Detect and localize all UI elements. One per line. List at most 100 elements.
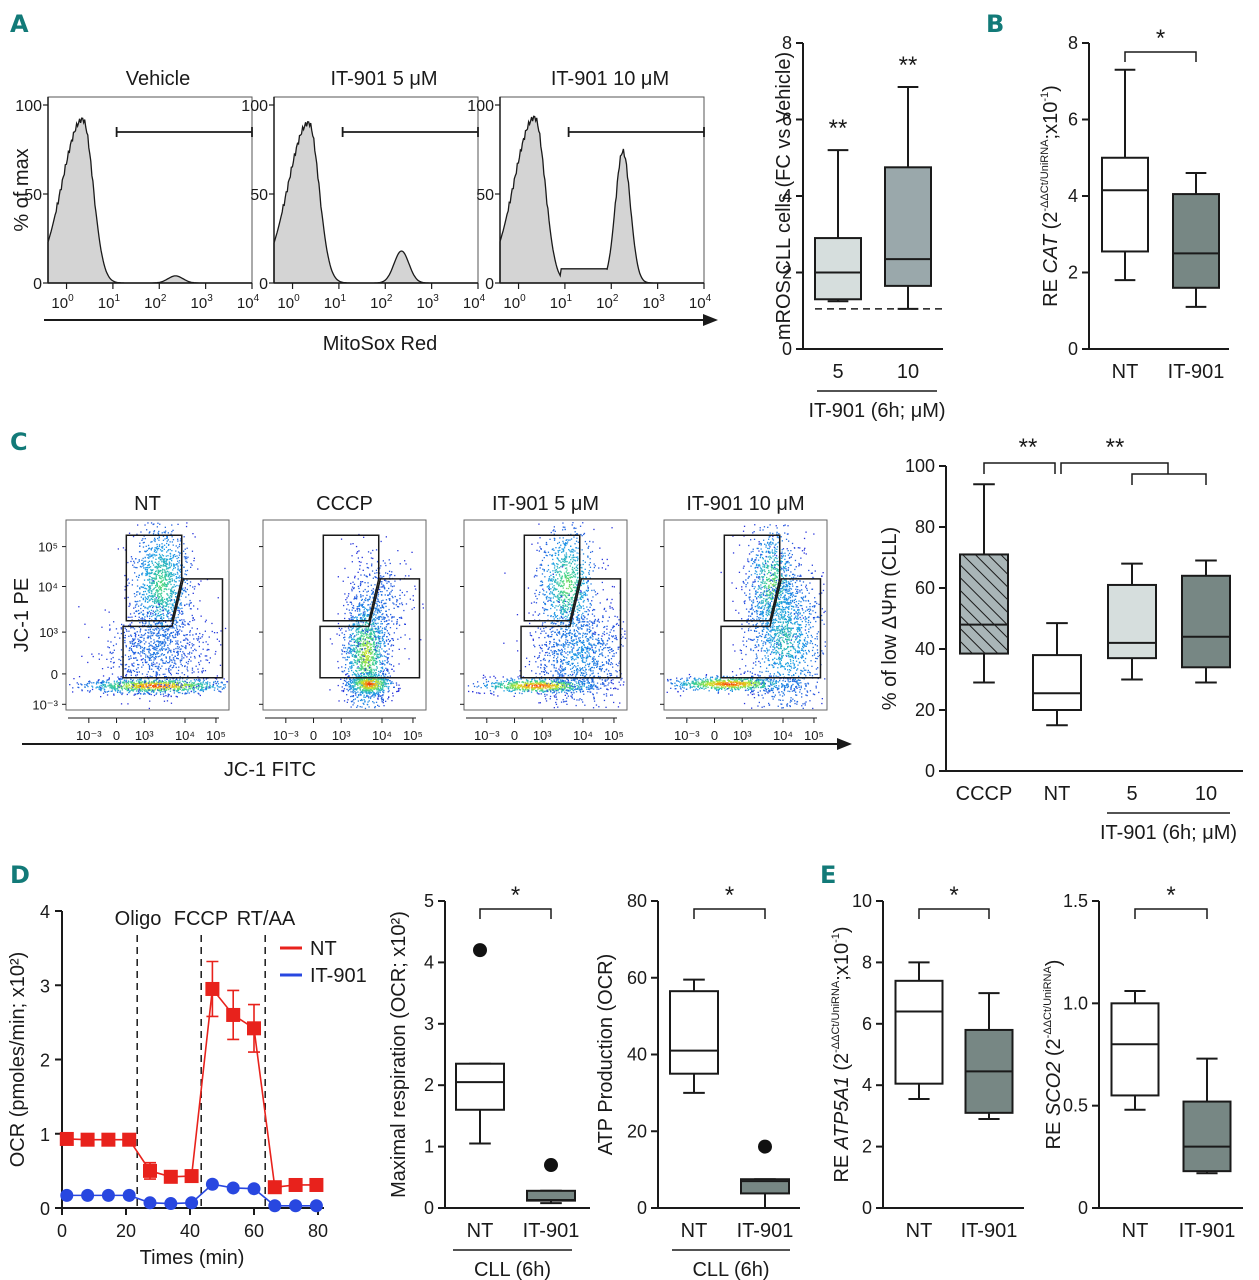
scatter-point xyxy=(162,685,164,687)
scatter-point xyxy=(345,630,347,632)
scatter-point xyxy=(156,673,159,675)
scatter-point xyxy=(223,678,225,680)
scatter-point xyxy=(193,687,195,689)
scatter-point xyxy=(367,658,369,660)
scatter-point xyxy=(391,700,393,702)
scatter-point xyxy=(143,637,145,639)
scatter-point xyxy=(109,628,111,630)
scatter-point xyxy=(108,679,110,681)
scatter-point xyxy=(169,600,172,602)
scatter-point xyxy=(369,632,371,635)
scatter-point xyxy=(403,594,406,596)
scatter-point xyxy=(369,693,371,695)
scatter-point xyxy=(149,624,152,626)
scatter-point xyxy=(370,665,372,667)
scatter-point xyxy=(357,637,359,640)
scatter-point xyxy=(182,612,184,615)
scatter-point xyxy=(118,684,120,686)
scatter-point xyxy=(165,573,167,575)
scatter-point xyxy=(165,642,167,644)
scatter-point xyxy=(383,705,385,707)
scatter-point xyxy=(162,693,164,695)
y-tick-label: 6 xyxy=(1068,110,1078,130)
scatter-point xyxy=(353,680,355,682)
gate-marker xyxy=(115,127,253,137)
scatter-point xyxy=(148,610,150,613)
scatter-point xyxy=(138,686,140,688)
scatter-point xyxy=(167,544,170,546)
scatter-title: CCCP xyxy=(316,493,373,515)
scatter-point xyxy=(193,619,196,621)
scatter-point xyxy=(370,636,372,638)
scatter-point xyxy=(173,692,175,694)
scatter-point xyxy=(367,614,369,616)
scatter-point xyxy=(125,683,128,685)
scatter-point xyxy=(351,667,353,669)
scatter-point xyxy=(391,668,393,670)
scatter-point xyxy=(207,643,209,646)
scatter-point xyxy=(393,623,395,625)
scatter-point xyxy=(179,681,181,683)
scatter-point xyxy=(133,653,135,655)
x-tick-base: 10 xyxy=(277,295,294,312)
scatter-point xyxy=(369,682,371,684)
scatter-point xyxy=(162,565,164,567)
scatter-point xyxy=(366,684,369,686)
scatter-point xyxy=(97,679,100,681)
scatter-point xyxy=(359,668,362,670)
scatter-point xyxy=(360,632,362,634)
scatter-point xyxy=(162,641,164,643)
scatter-point xyxy=(375,638,377,640)
scatter-point xyxy=(144,590,146,593)
scatter-point xyxy=(367,646,369,648)
scatter-point xyxy=(385,679,387,681)
scatter-point xyxy=(140,693,142,695)
scatter-point xyxy=(148,586,150,588)
scatter-point xyxy=(165,648,167,650)
scatter-point xyxy=(374,673,376,675)
scatter-point xyxy=(142,634,144,637)
scatter-point xyxy=(208,649,210,651)
scatter-point xyxy=(356,597,358,599)
scatter-point xyxy=(134,683,136,686)
scatter-point xyxy=(155,590,157,592)
scatter-point xyxy=(386,676,389,678)
scatter-point xyxy=(190,647,192,649)
scatter-point xyxy=(373,668,375,671)
scatter-point xyxy=(124,549,127,551)
scatter-point xyxy=(122,682,124,684)
scatter-point xyxy=(164,583,166,586)
scatter-point xyxy=(151,645,153,647)
x-tick-exponent: 3 xyxy=(659,293,665,304)
scatter-point xyxy=(376,647,378,649)
scatter-point xyxy=(167,549,170,551)
scatter-point xyxy=(159,681,161,683)
scatter-point xyxy=(183,653,186,655)
scatter-point xyxy=(156,585,158,587)
significance-mark: ** xyxy=(899,52,918,79)
scatter-point xyxy=(374,635,377,637)
scatter-point xyxy=(364,642,367,644)
scatter-point xyxy=(162,564,165,566)
scatter-point xyxy=(130,655,132,657)
scatter-point xyxy=(165,657,167,659)
scatter-point xyxy=(174,567,176,569)
scatter-point xyxy=(362,689,364,691)
scatter-point xyxy=(157,571,160,574)
scatter-point xyxy=(180,687,182,689)
scatter-point xyxy=(184,553,187,555)
scatter-point xyxy=(378,694,380,696)
scatter-point xyxy=(373,623,375,626)
scatter-point xyxy=(189,599,191,602)
scatter-point xyxy=(353,648,355,650)
scatter-point xyxy=(150,570,153,572)
scatter-point xyxy=(143,593,145,596)
scatter-point xyxy=(143,585,146,587)
scatter-point xyxy=(342,644,344,646)
category-label: IT-901 xyxy=(1168,361,1225,383)
scatter-point xyxy=(118,678,120,680)
scatter-point xyxy=(392,596,394,599)
scatter-point xyxy=(148,658,151,660)
scatter-point xyxy=(178,577,180,579)
scatter-point xyxy=(367,692,369,694)
